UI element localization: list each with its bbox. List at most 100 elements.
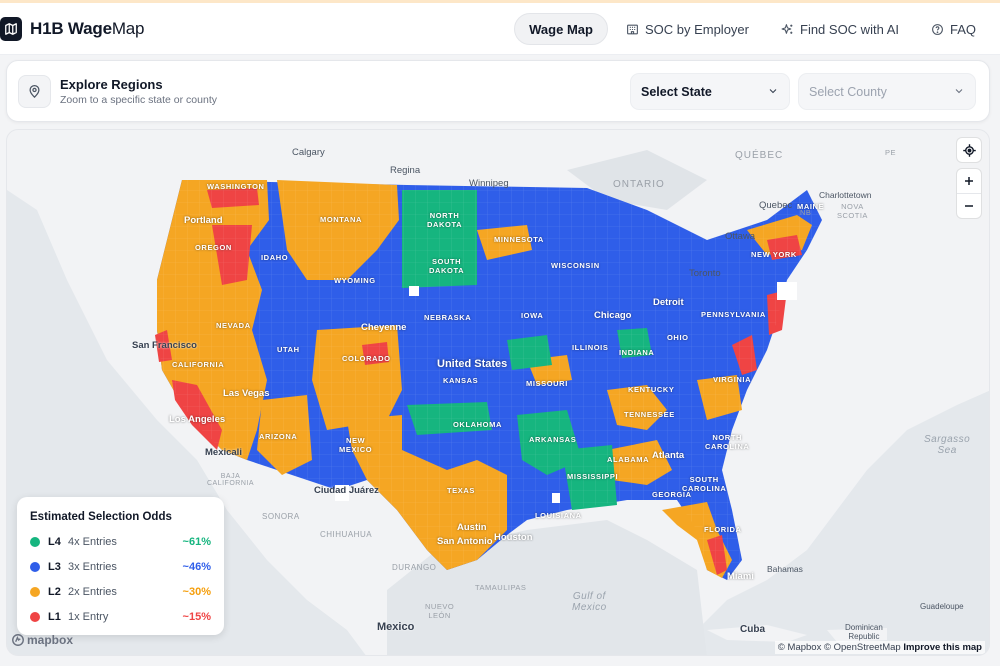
crosshair-icon[interactable] bbox=[957, 138, 981, 162]
map-label-baja-california: BAJA CALIFORNIA bbox=[207, 473, 255, 487]
map-label-guadeloupe: Guadeloupe bbox=[920, 602, 964, 611]
map-label-tennessee: TENNESSEE bbox=[624, 410, 675, 419]
map-label-north-dakota: NORTH DAKOTA bbox=[427, 211, 463, 229]
legend-row-l2: L2 2x Entries ~30% bbox=[30, 579, 211, 604]
map-label-bahamas: Bahamas bbox=[767, 564, 803, 574]
map-label-kentucky: KENTUCKY bbox=[628, 385, 675, 394]
state-select[interactable]: Select State bbox=[630, 73, 790, 110]
map-attribution: © Mapbox © OpenStreetMap Improve this ma… bbox=[774, 641, 985, 654]
chevron-down-icon bbox=[955, 89, 963, 94]
map-label-iowa: IOWA bbox=[521, 311, 544, 320]
attribution-text[interactable]: © Mapbox © OpenStreetMap bbox=[777, 642, 901, 653]
map-label-new-mexico: NEW MEXICO bbox=[339, 436, 373, 454]
chevron-down-icon bbox=[769, 89, 777, 94]
map-label-arizona: ARIZONA bbox=[259, 432, 298, 441]
map-label-arkansas: ARKANSAS bbox=[529, 435, 577, 444]
map-label-kansas: KANSAS bbox=[443, 376, 479, 385]
map-label-san-francisco: San Francisco bbox=[132, 340, 197, 351]
map-label-montana: MONTANA bbox=[320, 215, 362, 224]
map-label-miami: Miami bbox=[727, 571, 754, 582]
map-label-wisconsin: WISCONSIN bbox=[551, 261, 600, 270]
minus-icon bbox=[965, 205, 973, 207]
map-label-oklahoma: OKLAHOMA bbox=[453, 420, 502, 429]
map-label-louisiana: LOUISIANA bbox=[535, 511, 582, 520]
map-label-nb: NB bbox=[800, 208, 812, 217]
map-label-nevada: NEVADA bbox=[216, 321, 251, 330]
map-label-ohio: OHIO bbox=[667, 333, 689, 342]
map-label-california: CALIFORNIA bbox=[172, 360, 225, 369]
map-label-south-carolina: SOUTH CAROLINA bbox=[682, 475, 727, 493]
legend-pct: ~15% bbox=[182, 610, 211, 623]
improve-map-link[interactable]: Improve this map bbox=[903, 642, 982, 653]
nav-faq[interactable]: FAQ bbox=[917, 13, 990, 45]
region-subtitle: Zoom to a specific state or county bbox=[60, 94, 217, 106]
map-label-ciudad-juarez: Ciudad Juárez bbox=[314, 485, 379, 496]
legend-desc: 1x Entry bbox=[68, 610, 109, 623]
red-dot-icon bbox=[30, 611, 40, 622]
app-title: H1B WageMap bbox=[30, 18, 145, 38]
map-label-wyoming: WYOMING bbox=[334, 276, 376, 285]
legend-level: L2 bbox=[48, 585, 61, 598]
app-logo[interactable]: H1B WageMap bbox=[0, 16, 145, 41]
state-select-value: Select State bbox=[641, 84, 712, 99]
map-label-missouri: MISSOURI bbox=[526, 379, 568, 388]
map-label-florida: FLORIDA bbox=[704, 525, 742, 534]
map-label-portland: Portland bbox=[184, 215, 223, 226]
location-pin-icon bbox=[18, 75, 51, 108]
map-label-san-antonio: San Antonio bbox=[437, 536, 493, 547]
map-label-ottawa: Ottawa bbox=[725, 231, 756, 242]
wage-map[interactable]: Calgary Regina Winnipeg ONTARIO QUÉBEC Q… bbox=[6, 129, 990, 656]
legend-row-l3: L3 3x Entries ~46% bbox=[30, 554, 211, 579]
sparkles-icon bbox=[781, 23, 793, 34]
map-label-toronto: Toronto bbox=[689, 268, 721, 279]
map-label-winnipeg: Winnipeg bbox=[469, 178, 509, 189]
map-label-chicago: Chicago bbox=[594, 310, 632, 321]
map-label-utah: UTAH bbox=[277, 345, 300, 354]
map-label-las-vegas: Las Vegas bbox=[223, 388, 270, 399]
main-nav: Wage Map SOC by Employer Find SOC with A… bbox=[510, 13, 990, 45]
legend-pct: ~30% bbox=[182, 585, 211, 598]
question-circle-icon bbox=[932, 23, 943, 35]
mapbox-logo-text: mapbox bbox=[27, 633, 74, 647]
map-label-tamaulipas: TAMAULIPAS bbox=[475, 583, 527, 592]
map-label-united-states: United States bbox=[437, 358, 508, 370]
map-label-alabama: ALABAMA bbox=[607, 455, 650, 464]
map-label-regina: Regina bbox=[390, 165, 421, 176]
selection-odds-legend: Estimated Selection Odds L4 4x Entries ~… bbox=[17, 497, 224, 635]
map-label-sonora: SONORA bbox=[262, 512, 300, 521]
legend-title: Estimated Selection Odds bbox=[30, 511, 172, 523]
blue-dot-icon bbox=[30, 561, 40, 572]
zoom-out-button[interactable] bbox=[957, 194, 981, 218]
map-label-nebraska: NEBRASKA bbox=[424, 313, 472, 322]
legend-level: L1 bbox=[48, 610, 61, 623]
zoom-in-button[interactable] bbox=[957, 169, 981, 193]
green-dot-icon bbox=[30, 536, 40, 547]
legend-desc: 3x Entries bbox=[68, 560, 117, 573]
county-select[interactable]: Select County bbox=[798, 73, 976, 110]
nav-wage-map[interactable]: Wage Map bbox=[514, 13, 608, 45]
app-header: H1B WageMap Wage Map SOC by Employer Fin… bbox=[0, 3, 1000, 55]
map-label-minnesota: MINNESOTA bbox=[494, 235, 544, 244]
map-label-gulf-of-mexico: Gulf of Mexico bbox=[572, 591, 607, 613]
legend-level: L3 bbox=[48, 560, 61, 573]
map-label-mississippi: MISSISSIPPI bbox=[567, 472, 619, 481]
map-label-atlanta: Atlanta bbox=[652, 450, 685, 461]
map-label-chihuahua: CHIHUAHUA bbox=[320, 530, 373, 539]
map-canvas[interactable] bbox=[7, 130, 990, 656]
map-label-pennsylvania: PENNSYLVANIA bbox=[701, 310, 766, 319]
nav-find-soc-ai[interactable]: Find SOC with AI bbox=[767, 13, 913, 45]
geolocate-control[interactable] bbox=[957, 138, 981, 162]
map-label-washington: WASHINGTON bbox=[207, 182, 265, 191]
mapbox-logo[interactable]: mapbox bbox=[11, 633, 73, 647]
map-label-indiana: INDIANA bbox=[619, 348, 655, 357]
map-label-colorado: COLORADO bbox=[342, 354, 391, 363]
map-label-oregon: OREGON bbox=[195, 243, 232, 252]
map-icon bbox=[0, 16, 22, 41]
map-label-dominican-republic: Dominican Republic bbox=[845, 623, 883, 641]
building-icon bbox=[627, 24, 638, 34]
legend-pct: ~61% bbox=[182, 535, 211, 548]
map-label-north-carolina: NORTH CAROLINA bbox=[705, 433, 750, 451]
map-label-los-angeles: Los Angeles bbox=[169, 414, 226, 425]
orange-dot-icon bbox=[30, 586, 40, 597]
nav-soc-by-employer[interactable]: SOC by Employer bbox=[612, 13, 763, 45]
